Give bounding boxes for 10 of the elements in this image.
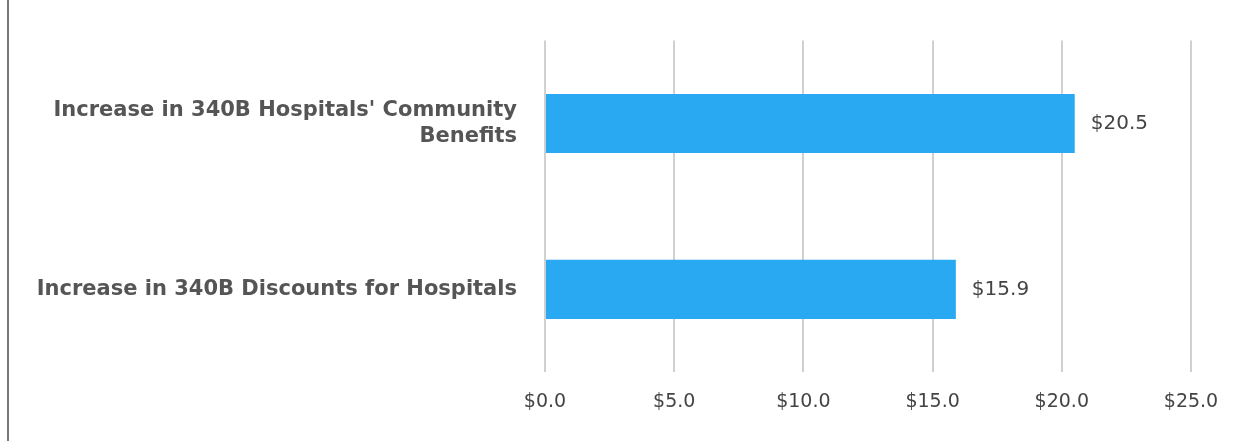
y-tick-label: Increase in 340B Discounts for Hospitals bbox=[36, 275, 517, 300]
x-tick-label: $15.0 bbox=[905, 388, 960, 411]
x-tick-label: $20.0 bbox=[1034, 388, 1089, 411]
x-tick-label: $5.0 bbox=[653, 388, 696, 411]
x-tick-label: $25.0 bbox=[1163, 388, 1219, 411]
x-tick-label: $10.0 bbox=[776, 388, 831, 411]
data-label: $15.9 bbox=[971, 275, 1030, 300]
y-tick-label: Increase in 340B Hospitals' Community Benefits bbox=[53, 97, 518, 147]
x-tick-label: $0.0 bbox=[523, 388, 567, 411]
data-label: $20.5 bbox=[1090, 109, 1148, 134]
